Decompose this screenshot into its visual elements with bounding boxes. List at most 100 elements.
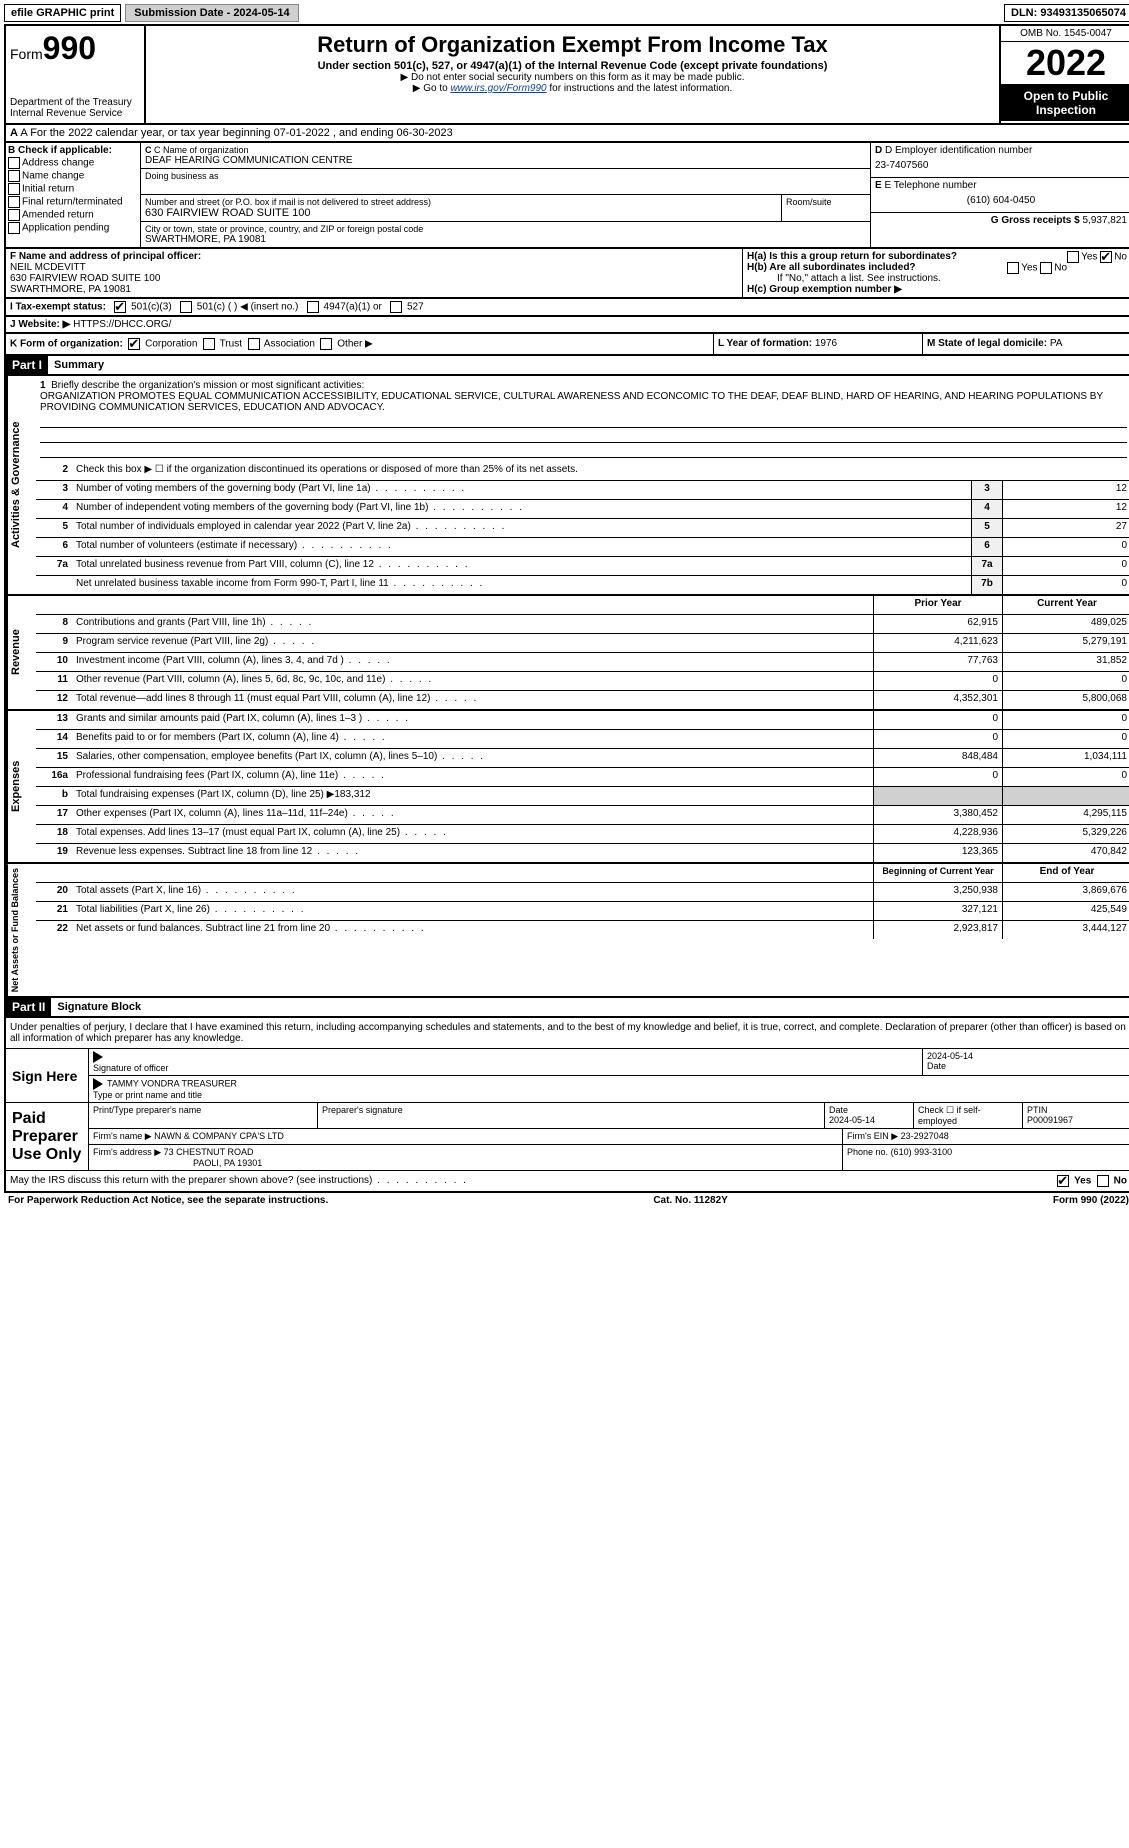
table-row: 5Total number of individuals employed in… [36, 519, 1129, 538]
chk-hb-no[interactable] [1040, 262, 1052, 274]
table-row: 22Net assets or fund balances. Subtract … [36, 921, 1129, 939]
org-city: SWARTHMORE, PA 19081 [145, 234, 866, 245]
topbar: efile GRAPHIC print Submission Date - 20… [4, 4, 1129, 22]
chk-ha-no[interactable] [1100, 251, 1112, 263]
table-row: 4Number of independent voting members of… [36, 500, 1129, 519]
firm-ein: 23-2927048 [901, 1131, 949, 1141]
page-footer: For Paperwork Reduction Act Notice, see … [4, 1193, 1129, 1208]
website-url: HTTPS://DHCC.ORG/ [73, 319, 171, 330]
firm-address: 73 CHESTNUT ROAD [164, 1147, 254, 1157]
form-number: Form990 [10, 30, 140, 67]
block-fh: F Name and address of principal officer:… [4, 249, 1129, 299]
org-address: 630 FAIRVIEW ROAD SUITE 100 [145, 207, 777, 219]
table-row: 21Total liabilities (Part X, line 26)327… [36, 902, 1129, 921]
chk-hb-yes[interactable] [1007, 262, 1019, 274]
submission-date-btn[interactable]: Submission Date - 2024-05-14 [125, 4, 298, 22]
irs-label: Internal Revenue Service [10, 108, 140, 119]
chk-amended[interactable] [8, 209, 20, 221]
telephone: (610) 604-0450 [875, 195, 1127, 206]
section-expenses: Expenses 13Grants and similar amounts pa… [4, 711, 1129, 864]
open-public-badge: Open to Public Inspection [1001, 85, 1129, 121]
dln-label: DLN: 93493135065074 [1004, 4, 1129, 22]
efile-label: efile GRAPHIC print [4, 4, 121, 22]
chk-final-return[interactable] [8, 196, 20, 208]
declaration-text: Under penalties of perjury, I declare th… [6, 1018, 1129, 1048]
section-governance: Activities & Governance 1 Briefly descri… [4, 376, 1129, 596]
row-klm: K Form of organization: Corporation Trus… [4, 334, 1129, 356]
tax-year: 2022 [1001, 42, 1129, 85]
mission-text: ORGANIZATION PROMOTES EQUAL COMMUNICATIO… [40, 391, 1127, 413]
section-revenue: Revenue Prior Year Current Year 8Contrib… [4, 596, 1129, 711]
table-row: 8Contributions and grants (Part VIII, li… [36, 615, 1129, 634]
side-governance: Activities & Governance [6, 376, 36, 594]
chk-initial-return[interactable] [8, 183, 20, 195]
table-row: 3Number of voting members of the governi… [36, 481, 1129, 500]
chk-ha-yes[interactable] [1067, 251, 1079, 263]
table-row: 11Other revenue (Part VIII, column (A), … [36, 672, 1129, 691]
table-row: 16aProfessional fundraising fees (Part I… [36, 768, 1129, 787]
chk-irs-yes[interactable] [1057, 1175, 1069, 1187]
side-net: Net Assets or Fund Balances [6, 864, 36, 996]
row-j-website: J Website: ▶ HTTPS://DHCC.ORG/ [4, 317, 1129, 334]
firm-phone: (610) 993-3100 [891, 1147, 953, 1157]
table-row: 18Total expenses. Add lines 13–17 (must … [36, 825, 1129, 844]
side-expenses: Expenses [6, 711, 36, 862]
table-row: 10Investment income (Part VIII, column (… [36, 653, 1129, 672]
firm-name: NAWN & COMPANY CPA'S LTD [154, 1131, 284, 1141]
table-row: 15Salaries, other compensation, employee… [36, 749, 1129, 768]
table-row: 20Total assets (Part X, line 16)3,250,93… [36, 883, 1129, 902]
col-b-checkboxes: B Check if applicable: Address change Na… [6, 143, 141, 247]
form-header: Form990 Department of the Treasury Inter… [4, 24, 1129, 125]
section-net-assets: Net Assets or Fund Balances Beginning of… [4, 864, 1129, 998]
chk-name-change[interactable] [8, 170, 20, 182]
ein-value: 23-7407560 [875, 160, 1127, 171]
dept-label: Department of the Treasury [10, 97, 140, 108]
signature-block: Under penalties of perjury, I declare th… [4, 1018, 1129, 1193]
table-row: 17Other expenses (Part IX, column (A), l… [36, 806, 1129, 825]
form-title: Return of Organization Exempt From Incom… [150, 32, 995, 58]
chk-corp[interactable] [128, 338, 140, 350]
chk-4947[interactable] [307, 301, 319, 313]
part1-header: Part I Summary [4, 356, 1129, 376]
row-i-tax-status: I Tax-exempt status: 501(c)(3) 501(c) ( … [4, 299, 1129, 317]
table-row: 6Total number of volunteers (estimate if… [36, 538, 1129, 557]
officer-name-title: TAMMY VONDRA TREASURER [107, 1079, 237, 1089]
chk-527[interactable] [390, 301, 402, 313]
form-subtitle: Under section 501(c), 527, or 4947(a)(1)… [150, 60, 995, 72]
chk-501c[interactable] [180, 301, 192, 313]
org-name: DEAF HEARING COMMUNICATION CENTRE [145, 155, 866, 166]
year-formation: 1976 [815, 338, 837, 349]
block-bcd: B Check if applicable: Address change Na… [4, 143, 1129, 249]
table-row: 12Total revenue—add lines 8 through 11 (… [36, 691, 1129, 709]
arrow-icon [93, 1051, 103, 1063]
col-d-ein-tel: D D Employer identification number 23-74… [870, 143, 1129, 247]
chk-501c3[interactable] [114, 301, 126, 313]
table-row: 14Benefits paid to or for members (Part … [36, 730, 1129, 749]
table-row: 7aTotal unrelated business revenue from … [36, 557, 1129, 576]
chk-assoc[interactable] [248, 338, 260, 350]
state-domicile: PA [1050, 338, 1063, 349]
officer-name: NEIL MCDEVITT [10, 262, 738, 273]
table-row: 13Grants and similar amounts paid (Part … [36, 711, 1129, 730]
table-row: Net unrelated business taxable income fr… [36, 576, 1129, 594]
chk-address-change[interactable] [8, 157, 20, 169]
chk-other[interactable] [320, 338, 332, 350]
gross-receipts: 5,937,821 [1083, 215, 1128, 226]
table-row: 19Revenue less expenses. Subtract line 1… [36, 844, 1129, 862]
omb-number: OMB No. 1545-0047 [1001, 26, 1129, 42]
chk-application[interactable] [8, 222, 20, 234]
side-revenue: Revenue [6, 596, 36, 709]
paid-preparer-label: Paid Preparer Use Only [6, 1103, 89, 1170]
row-a-calendar-year: A A For the 2022 calendar year, or tax y… [4, 125, 1129, 143]
ptin: P00091967 [1027, 1115, 1073, 1125]
chk-irs-no[interactable] [1097, 1175, 1109, 1187]
chk-trust[interactable] [203, 338, 215, 350]
table-row: bTotal fundraising expenses (Part IX, co… [36, 787, 1129, 806]
table-row: 9Program service revenue (Part VIII, lin… [36, 634, 1129, 653]
sign-here-label: Sign Here [6, 1049, 89, 1102]
part2-header: Part II Signature Block [4, 998, 1129, 1018]
ssn-note: ▶ Do not enter social security numbers o… [150, 72, 995, 83]
arrow-icon [93, 1078, 103, 1090]
col-c-org-info: C C Name of organization DEAF HEARING CO… [141, 143, 870, 247]
irs-link[interactable]: www.irs.gov/Form990 [450, 83, 546, 94]
